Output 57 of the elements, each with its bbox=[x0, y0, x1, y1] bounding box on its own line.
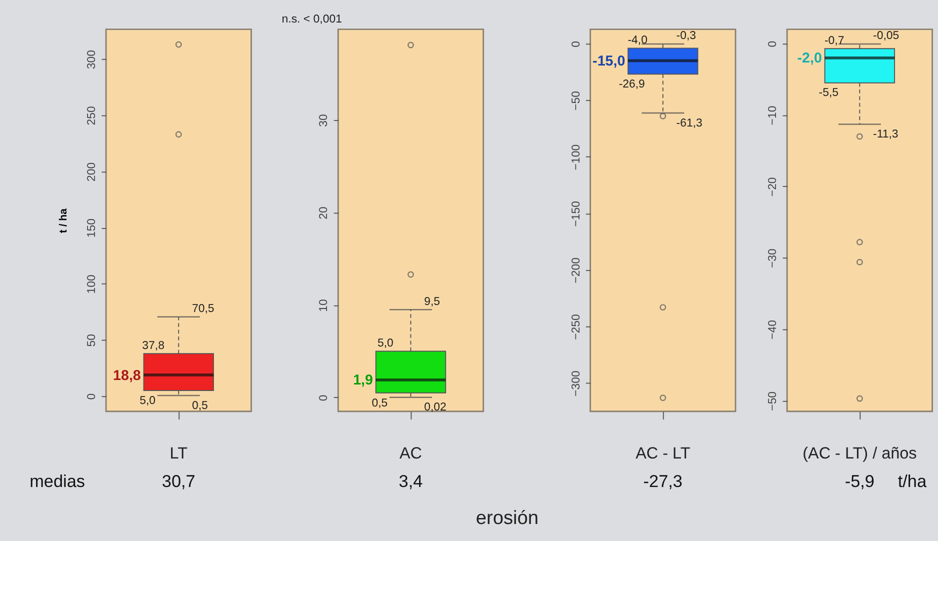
y-tick-label: −10 bbox=[767, 106, 780, 126]
y-tick-label: −100 bbox=[570, 144, 582, 170]
y-tick-label: −50 bbox=[767, 391, 780, 411]
x-tick-label: AC bbox=[399, 444, 422, 463]
annotation: 5,0 bbox=[140, 394, 156, 407]
annotation: -26,9 bbox=[618, 78, 645, 90]
y-tick-label: 0 bbox=[570, 40, 582, 48]
y-tick-label: 200 bbox=[86, 162, 98, 182]
y-tick-label: 0 bbox=[767, 40, 780, 48]
y-tick-label: 0 bbox=[86, 393, 98, 400]
y-axis-title: t / ha bbox=[57, 208, 70, 234]
y-tick-label: 100 bbox=[86, 274, 98, 294]
text: medias bbox=[30, 470, 86, 491]
y-tick-label: −250 bbox=[570, 314, 582, 340]
x-tick-label: LT bbox=[170, 444, 188, 463]
x-tick-label: (AC - LT) / años bbox=[802, 444, 917, 463]
y-tick-label: 50 bbox=[86, 334, 98, 347]
annotation: 0,5 bbox=[192, 400, 208, 412]
text: -27,3 bbox=[643, 470, 682, 491]
y-tick-label: −200 bbox=[570, 258, 582, 284]
text: 3,4 bbox=[398, 470, 424, 491]
y-tick-label: −30 bbox=[767, 248, 780, 268]
annotation: -0,7 bbox=[824, 34, 844, 47]
annotation: 0,02 bbox=[424, 402, 446, 414]
annotation: 18,8 bbox=[113, 368, 141, 384]
annotation: 5,0 bbox=[377, 337, 394, 350]
annotation: 1,9 bbox=[353, 372, 374, 389]
annotation: 37,8 bbox=[142, 340, 164, 352]
chart-subtitle: n.s. < 0,001 bbox=[282, 14, 342, 26]
text: 30,7 bbox=[162, 470, 196, 491]
annotation: -4,0 bbox=[628, 34, 648, 46]
y-tick-label: 250 bbox=[86, 106, 98, 126]
y-tick-label: −150 bbox=[570, 200, 582, 227]
x-tick-label: AC - LT bbox=[636, 444, 690, 463]
y-tick-label: 30 bbox=[318, 114, 330, 127]
annotation: 70,5 bbox=[192, 303, 214, 316]
annotation: 0,5 bbox=[372, 397, 388, 410]
y-tick-label: −50 bbox=[570, 91, 582, 110]
y-tick-label: 300 bbox=[86, 50, 98, 70]
annotation: -61,3 bbox=[676, 117, 702, 130]
text: -5,9 bbox=[844, 470, 874, 491]
y-tick-label: −20 bbox=[767, 177, 780, 197]
annotation: -2,0 bbox=[797, 50, 822, 67]
annotation: 9,5 bbox=[424, 296, 440, 308]
x-axis-title: erosión bbox=[476, 508, 539, 530]
y-tick-label: −300 bbox=[570, 370, 582, 396]
annotation: -5,5 bbox=[818, 87, 839, 100]
annotation: -0,3 bbox=[676, 30, 696, 42]
annotation: -15,0 bbox=[592, 53, 626, 70]
y-tick-label: 150 bbox=[86, 218, 98, 238]
y-tick-label: 20 bbox=[318, 206, 330, 220]
y-tick-label: −40 bbox=[767, 320, 780, 340]
y-tick-label: 0 bbox=[318, 394, 330, 402]
annotation: -11,3 bbox=[873, 128, 898, 141]
text: t/ha bbox=[898, 470, 927, 491]
y-tick-label: 10 bbox=[318, 299, 330, 312]
annotation: -0,05 bbox=[873, 30, 900, 42]
